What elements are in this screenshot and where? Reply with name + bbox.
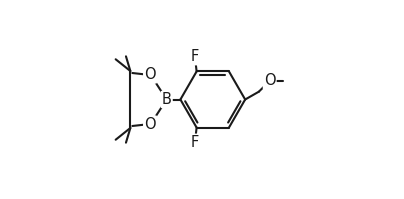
Text: O: O — [144, 67, 156, 82]
Text: F: F — [191, 135, 199, 150]
Text: O: O — [144, 117, 156, 132]
Text: O: O — [264, 73, 276, 88]
Text: B: B — [162, 92, 172, 107]
Text: F: F — [191, 49, 199, 64]
